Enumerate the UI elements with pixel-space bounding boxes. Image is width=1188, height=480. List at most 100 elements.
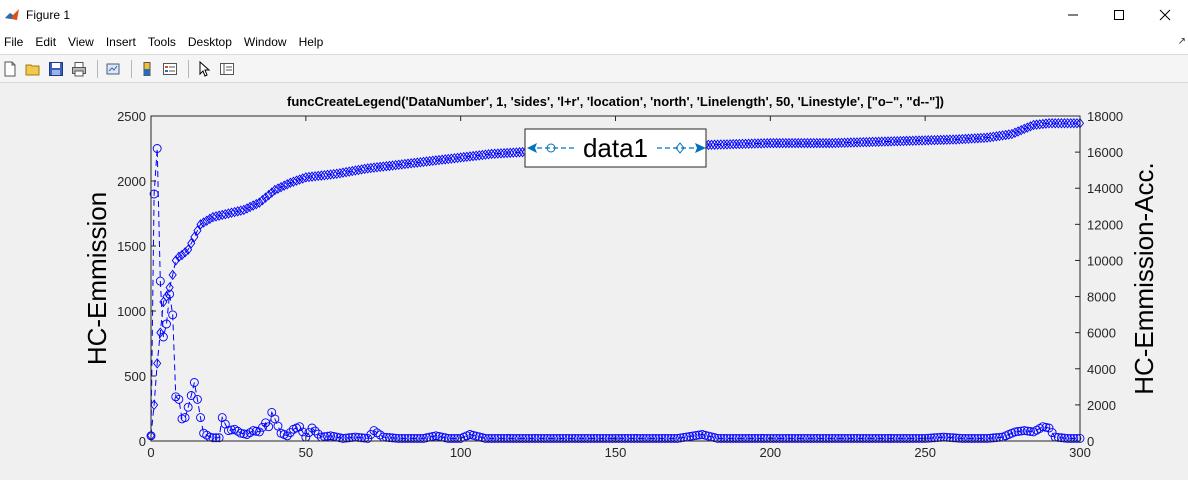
- data-point: [831, 137, 840, 149]
- save-button[interactable]: [46, 59, 66, 79]
- data-point: [570, 433, 580, 443]
- data-point: [171, 392, 181, 402]
- pointer-icon: [199, 60, 211, 77]
- menu-file[interactable]: File: [4, 35, 24, 49]
- property-inspector-button[interactable]: [217, 59, 237, 79]
- menu-desktop[interactable]: Desktop: [187, 35, 232, 49]
- legend-button[interactable]: [160, 59, 180, 79]
- data-point: [983, 132, 992, 143]
- data-point: [954, 433, 964, 443]
- dock-arrow-icon[interactable]: ↗: [1177, 36, 1186, 47]
- data-point: [982, 433, 992, 443]
- data-point: [1047, 428, 1057, 437]
- open-file-icon: [25, 64, 40, 75]
- colorbar-button[interactable]: [137, 59, 157, 79]
- data-point: [400, 158, 409, 170]
- link-plot-button[interactable]: [103, 59, 123, 79]
- data-point: [348, 165, 357, 177]
- data-point: [372, 428, 382, 438]
- data-point: [199, 217, 208, 228]
- data-point: [827, 433, 837, 443]
- data-point: [722, 433, 732, 443]
- data-point: [376, 161, 385, 173]
- data-point: [1029, 119, 1038, 131]
- data-point: [254, 427, 264, 437]
- data-point: [877, 433, 887, 443]
- data-point: [666, 433, 676, 443]
- data-point: [979, 433, 989, 443]
- data-point: [1038, 422, 1048, 432]
- menu-help[interactable]: Help: [298, 35, 324, 49]
- data-point: [936, 134, 945, 146]
- data-point: [967, 133, 976, 144]
- data-point: [403, 433, 413, 443]
- menu-insert[interactable]: Insert: [105, 35, 136, 49]
- property-inspector-icon: [220, 62, 234, 75]
- data-point: [487, 433, 497, 443]
- data-point: [323, 169, 332, 181]
- data-point: [285, 428, 295, 437]
- data-point: [747, 433, 757, 443]
- data-point: [759, 433, 769, 443]
- data-point: [611, 433, 620, 443]
- y-right-tick-label: 4000: [1087, 362, 1116, 377]
- data-point: [384, 433, 394, 443]
- data-point: [930, 433, 939, 443]
- data-point: [375, 430, 385, 440]
- data-point: [366, 162, 375, 174]
- close-button[interactable]: [1142, 0, 1188, 30]
- data-point: [289, 176, 298, 187]
- data-point: [964, 133, 973, 144]
- data-point: [825, 137, 834, 149]
- data-point: [889, 433, 899, 443]
- data-point: [955, 134, 964, 145]
- new-figure-button[interactable]: [0, 59, 20, 79]
- open-file-button[interactable]: [23, 59, 43, 79]
- data-point: [716, 139, 725, 150]
- data-point: [694, 430, 704, 440]
- data-point: [747, 138, 756, 149]
- data-point: [917, 433, 927, 443]
- data-point: [908, 135, 917, 146]
- data-point: [920, 433, 930, 443]
- data-point: [976, 132, 985, 144]
- data-point: [1013, 427, 1023, 436]
- data-point: [660, 433, 670, 443]
- data-point: [298, 427, 308, 437]
- data-point: [734, 433, 744, 443]
- data-point: [890, 136, 899, 147]
- menu-tools[interactable]: Tools: [147, 35, 176, 49]
- data-point: [184, 244, 193, 255]
- data-point: [797, 137, 806, 149]
- data-point: [487, 148, 496, 160]
- minimize-button[interactable]: [1050, 0, 1096, 30]
- data-point: [729, 138, 738, 150]
- data-point: [803, 433, 812, 443]
- legend[interactable]: data1: [524, 128, 707, 168]
- data-point: [933, 134, 942, 146]
- data-point: [236, 428, 246, 438]
- data-point: [192, 394, 202, 404]
- data-point: [1063, 117, 1072, 129]
- data-point: [791, 137, 800, 149]
- data-point: [502, 433, 512, 443]
- data-point: [282, 431, 292, 441]
- print-button[interactable]: [69, 59, 89, 79]
- data-point: [620, 433, 630, 443]
- data-point: [149, 189, 159, 199]
- data-point: [338, 433, 348, 443]
- data-point: [434, 154, 444, 166]
- maximize-button[interactable]: [1096, 0, 1142, 30]
- pointer-button[interactable]: [194, 59, 214, 79]
- series-left: [146, 144, 1085, 443]
- data-point: [459, 151, 468, 163]
- menu-window[interactable]: Window: [243, 35, 287, 49]
- data-point: [927, 134, 936, 146]
- data-point: [162, 291, 171, 302]
- data-point: [239, 204, 248, 216]
- data-point: [744, 433, 754, 443]
- data-point: [530, 433, 540, 443]
- data-point: [223, 426, 233, 436]
- menu-view[interactable]: View: [68, 35, 94, 49]
- menu-edit[interactable]: Edit: [35, 35, 57, 49]
